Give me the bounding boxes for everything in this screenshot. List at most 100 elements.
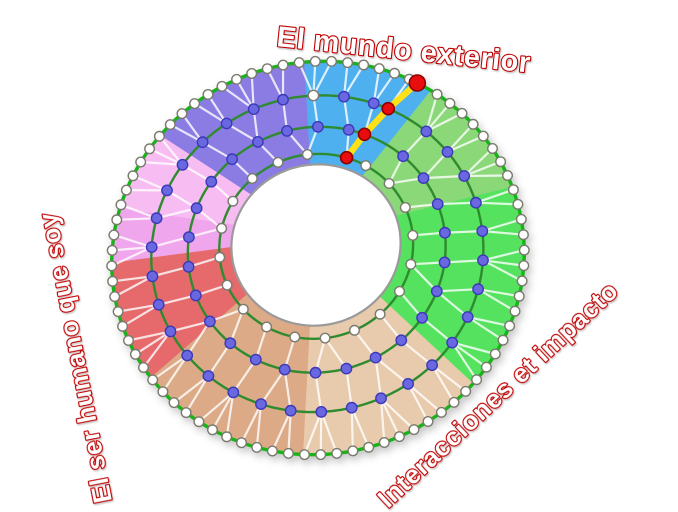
node-outer-189[interactable] <box>122 335 134 347</box>
node-outer-297[interactable] <box>448 396 460 408</box>
selected-node-inner[interactable] <box>339 150 354 165</box>
node-inner-117[interactable] <box>246 172 258 184</box>
node-ring2-289[interactable] <box>402 377 414 390</box>
node-outer-90[interactable] <box>261 63 273 75</box>
node-outer-230[interactable] <box>221 431 233 443</box>
node-inner-81[interactable] <box>301 148 313 160</box>
node-ring2-247[interactable] <box>284 404 297 417</box>
node-inner-207[interactable] <box>237 303 249 315</box>
node-inner-189[interactable] <box>221 279 233 291</box>
node-ring2-130[interactable] <box>176 158 189 171</box>
node-ring2-88[interactable] <box>277 93 289 106</box>
node-inner-279[interactable] <box>349 324 361 336</box>
node-ring2-24[interactable] <box>441 145 454 158</box>
node-ring2-299[interactable] <box>426 359 438 372</box>
node-ring2-321[interactable] <box>461 311 474 323</box>
node-outer-212[interactable] <box>168 397 180 409</box>
node-outer-41[interactable] <box>431 88 443 100</box>
node-outer-135[interactable] <box>135 156 147 168</box>
node-ring3-255[interactable] <box>309 366 322 379</box>
node-outer-68[interactable] <box>342 57 354 69</box>
node-outer-104[interactable] <box>216 80 228 92</box>
node-outer-131[interactable] <box>144 143 156 155</box>
node-outer-176[interactable] <box>109 291 121 303</box>
node-outer-279[interactable] <box>393 431 405 443</box>
node-inner-45[interactable] <box>360 160 372 172</box>
node-ring3-131[interactable] <box>205 175 218 188</box>
node-outer-248[interactable] <box>282 447 294 459</box>
node-ring2-215[interactable] <box>202 370 215 382</box>
node-ring3-200[interactable] <box>203 315 216 328</box>
node-outer-113[interactable] <box>189 98 201 110</box>
node-outer-234[interactable] <box>235 437 247 449</box>
node-outer-194[interactable] <box>129 348 141 360</box>
node-outer-270[interactable] <box>363 441 375 453</box>
node-outer-122[interactable] <box>164 119 176 131</box>
node-outer-185[interactable] <box>117 320 129 332</box>
node-outer-261[interactable] <box>331 447 343 459</box>
node-ring3-214[interactable] <box>224 337 237 350</box>
node-ring2-268[interactable] <box>345 401 358 414</box>
node-ring2-172[interactable] <box>146 270 159 283</box>
node-ring2-151[interactable] <box>150 212 163 225</box>
node-outer-63[interactable] <box>358 59 370 71</box>
node-outer-108[interactable] <box>202 88 214 100</box>
node-outer-266[interactable] <box>347 445 359 457</box>
node-inner-225[interactable] <box>261 321 273 333</box>
node-outer-338[interactable] <box>516 275 528 287</box>
node-outer-257[interactable] <box>315 449 327 461</box>
node-outer-153[interactable] <box>111 214 123 226</box>
node-ring2-310[interactable] <box>446 336 459 349</box>
node-outer-216[interactable] <box>180 407 192 419</box>
node-outer-36[interactable] <box>444 97 456 109</box>
node-ring3-158[interactable] <box>182 231 195 244</box>
node-outer-275[interactable] <box>378 437 390 449</box>
node-ring3-103[interactable] <box>251 135 264 148</box>
node-outer-311[interactable] <box>480 361 492 373</box>
node-outer-149[interactable] <box>115 199 127 211</box>
node-ring3-34[interactable] <box>397 150 409 163</box>
node-outer-117[interactable] <box>176 108 188 120</box>
node-ring3-186[interactable] <box>189 289 202 302</box>
node-ring2-14[interactable] <box>458 170 471 182</box>
node-ring2-98[interactable] <box>247 103 260 116</box>
node-inner-135[interactable] <box>227 195 239 207</box>
node-ring3-338[interactable] <box>438 256 451 269</box>
node-outer-315[interactable] <box>489 348 501 360</box>
node-outer-95[interactable] <box>246 67 258 79</box>
node-ring3-228[interactable] <box>249 353 262 366</box>
node-ring2-342[interactable] <box>477 254 489 267</box>
node-outer-54[interactable] <box>389 67 401 79</box>
node-outer-126[interactable] <box>153 130 165 142</box>
node-inner-351[interactable] <box>407 229 419 241</box>
node-outer-27[interactable] <box>467 118 479 130</box>
node-outer-342[interactable] <box>518 260 530 272</box>
node-inner-153[interactable] <box>216 222 228 234</box>
node-ring3-89[interactable] <box>281 124 293 137</box>
node-outer-99[interactable] <box>231 73 243 85</box>
node-outer-207[interactable] <box>157 386 169 398</box>
node-outer-288[interactable] <box>422 416 434 428</box>
node-outer-171[interactable] <box>107 275 119 287</box>
node-outer-14[interactable] <box>495 156 507 168</box>
node-inner-9[interactable] <box>399 201 411 213</box>
node-outer-252[interactable] <box>299 449 311 461</box>
node-ring3-269[interactable] <box>340 362 353 375</box>
sector-tan-light[interactable] <box>303 295 476 455</box>
node-outer-5[interactable] <box>507 184 519 196</box>
node-outer-18[interactable] <box>487 142 499 154</box>
node-outer-77[interactable] <box>309 55 321 67</box>
node-outer-180[interactable] <box>112 306 124 318</box>
node-inner-297[interactable] <box>374 308 386 320</box>
node-outer-198[interactable] <box>137 362 149 374</box>
node-outer-293[interactable] <box>435 406 447 418</box>
sector-green-light[interactable] <box>361 89 514 217</box>
node-ring2-35[interactable] <box>420 125 433 138</box>
node-inner-315[interactable] <box>394 285 406 297</box>
node-outer-243[interactable] <box>266 445 278 457</box>
node-ring3-241[interactable] <box>278 363 291 376</box>
node-outer-59[interactable] <box>373 63 385 75</box>
sector-blue[interactable] <box>301 61 431 177</box>
node-outer-72[interactable] <box>326 55 338 67</box>
node-ring2-77[interactable] <box>307 89 320 102</box>
